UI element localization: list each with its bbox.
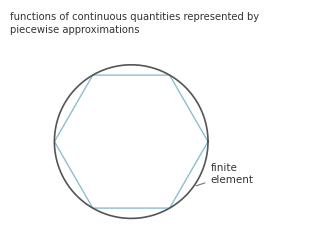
Text: finite
element: finite element xyxy=(196,163,253,186)
Text: functions of continuous quantities represented by
piecewise approximations: functions of continuous quantities repre… xyxy=(10,12,259,35)
